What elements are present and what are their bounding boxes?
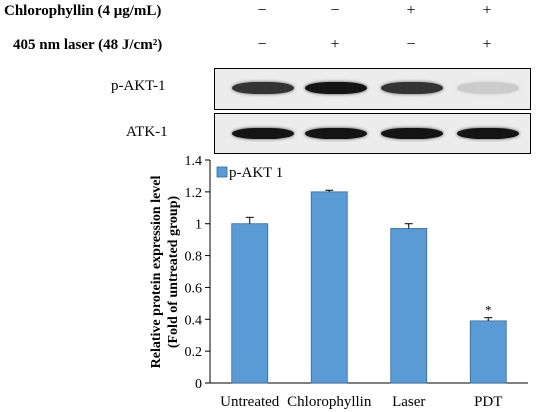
blot-panel-atk-1 — [214, 113, 531, 154]
blot-band — [381, 128, 443, 139]
y-axis-label-line2: (Fold of untreated group) — [166, 196, 181, 349]
laser-condition-label: 405 nm laser (48 J/cm²) — [13, 37, 163, 53]
laser-sign-laser: − — [406, 36, 416, 53]
y-axis-label-line1: Relative protein expression level — [149, 176, 164, 369]
x-tick-label: PDT — [474, 394, 502, 410]
blot-band — [457, 128, 519, 139]
blot-band — [381, 82, 443, 94]
y-tick-label: 0.2 — [185, 345, 203, 360]
y-tick-label: 0.8 — [185, 250, 203, 265]
legend-swatch — [216, 166, 228, 178]
y-tick-label: 0 — [195, 377, 202, 392]
blot-label-p-akt-1: p-AKT-1 — [111, 78, 166, 94]
y-axis-label: Relative protein expression level (Fold o… — [149, 176, 181, 369]
laser-sign-chlorophyllin: + — [330, 36, 340, 53]
laser-sign-untreated: − — [257, 36, 267, 53]
x-tick-label: Untreated — [220, 394, 280, 410]
bar — [469, 320, 507, 384]
legend-label: p-AKT 1 — [229, 165, 283, 181]
chlorophyllin-sign-chlorophyllin: − — [330, 2, 340, 19]
x-tick-label: Chlorophyllin — [287, 394, 372, 410]
bar — [231, 223, 269, 384]
bar — [390, 228, 428, 384]
blot-band — [305, 82, 367, 94]
blot-band — [232, 82, 294, 94]
y-tick-label: 0.4 — [185, 313, 203, 328]
significance-marker: * — [485, 303, 492, 318]
y-tick-label: 1.2 — [185, 186, 203, 201]
bar — [310, 191, 348, 384]
blot-band — [457, 82, 519, 94]
y-tick-label: 1.4 — [185, 154, 203, 169]
chlorophyllin-sign-untreated: − — [257, 2, 267, 19]
laser-sign-pdt: + — [482, 36, 492, 53]
x-tick-label: Laser — [392, 394, 425, 410]
chlorophyllin-sign-pdt: + — [482, 2, 492, 19]
y-tick-label: 1 — [195, 218, 202, 233]
blot-band — [232, 128, 294, 139]
chlorophyllin-condition-label: Chlorophyllin (4 μg/mL) — [4, 3, 162, 19]
blot-panel-p-akt-1 — [214, 68, 531, 110]
blot-band — [305, 128, 367, 139]
chlorophyllin-sign-laser: + — [406, 2, 416, 19]
blot-label-atk-1: ATK-1 — [126, 124, 168, 140]
y-tick-label: 0.6 — [185, 281, 203, 296]
